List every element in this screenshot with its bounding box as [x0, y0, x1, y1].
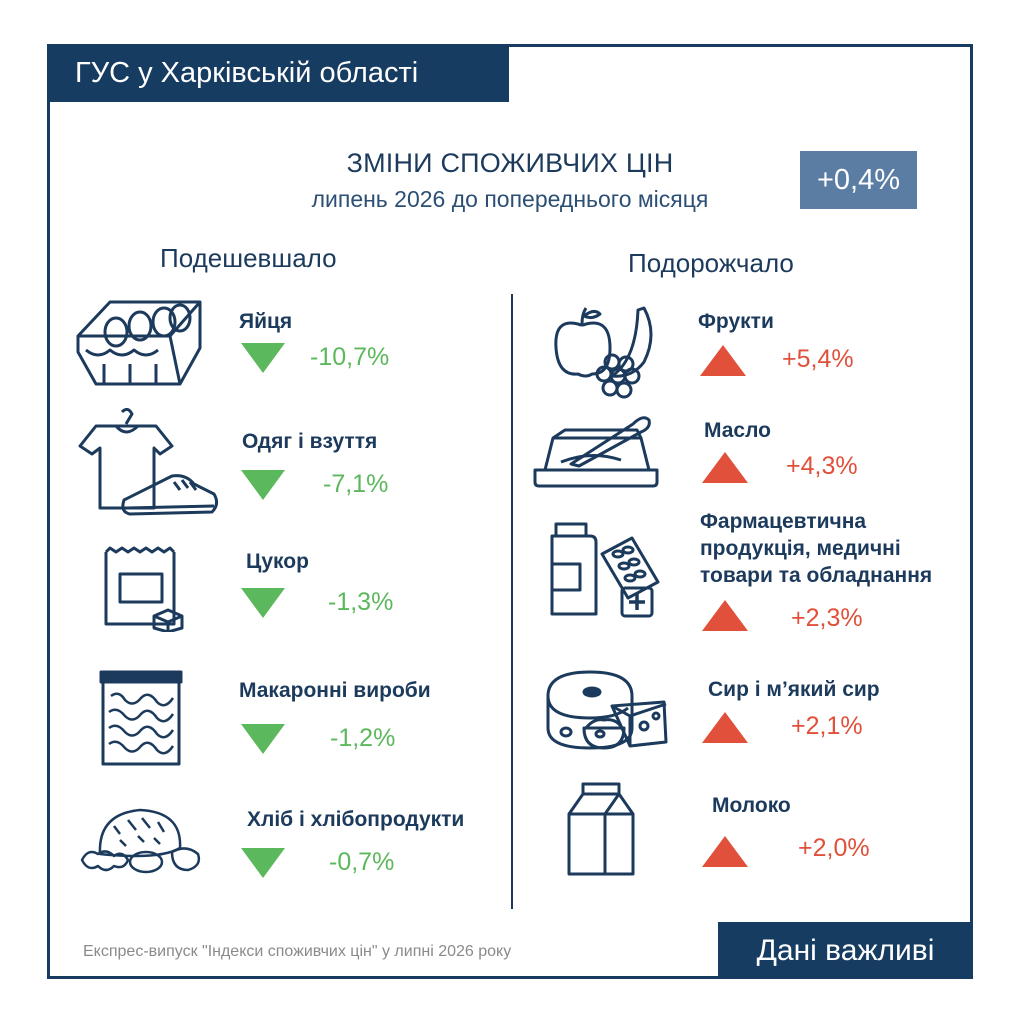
item-value-bread: -0,7% — [329, 848, 395, 876]
item-label-milk: Молоко — [712, 794, 791, 817]
total-change-badge: +0,4% — [800, 151, 917, 209]
cheaper-heading: Подешевшало — [160, 243, 337, 273]
item-label-pharmacy: Фармацевтична продукція, медичні товари … — [700, 508, 932, 589]
page-subtitle: липень 2026 до попереднього місяця — [311, 186, 709, 212]
up-arrow-icon — [700, 345, 746, 376]
infographic-frame — [47, 44, 973, 979]
pasta-pack-icon — [97, 668, 185, 768]
bread-icon — [80, 804, 204, 876]
item-value-sugar: -1,3% — [328, 588, 394, 616]
item-label-clothes: Одяг і взуття — [242, 430, 378, 453]
item-value-eggs: -10,7% — [310, 343, 390, 371]
cheese-icon — [544, 668, 670, 754]
pricier-heading: Подорожчало — [628, 248, 794, 278]
butter-icon — [531, 410, 663, 490]
column-divider — [511, 294, 513, 909]
item-value-clothes: -7,1% — [323, 470, 389, 498]
item-label-butter: Масло — [704, 419, 771, 442]
up-arrow-icon — [702, 712, 748, 743]
up-arrow-icon — [702, 836, 748, 867]
item-label-sugar: Цукор — [246, 550, 309, 573]
item-value-fruits: +5,4% — [782, 345, 854, 373]
egg-carton-icon — [74, 296, 204, 392]
footer-tag: Дані важливі — [718, 922, 973, 979]
item-value-milk: +2,0% — [798, 834, 870, 862]
footer-source-note: Експрес-випуск "Індекси споживчих цін" у… — [83, 943, 512, 960]
item-label-cheese: Сир і м’який сир — [708, 678, 880, 701]
up-arrow-icon — [702, 600, 748, 631]
page-title: ЗМІНИ СПОЖИВЧИХ ЦІН — [346, 148, 674, 178]
item-value-butter: +4,3% — [786, 452, 858, 480]
item-value-cheese: +2,1% — [791, 712, 863, 740]
item-label-eggs: Яйця — [239, 310, 293, 333]
item-value-pharmacy: +2,3% — [791, 604, 863, 632]
sugar-bag-icon — [100, 544, 188, 632]
item-label-pharmacy-line1: Фармацевтична — [700, 510, 867, 533]
milk-carton-icon — [565, 780, 637, 878]
item-label-pharmacy-line2: продукція, медичні — [700, 537, 901, 560]
down-arrow-icon — [241, 470, 285, 500]
item-label-bread: Хліб і хлібопродукти — [247, 808, 465, 831]
down-arrow-icon — [241, 588, 285, 618]
item-value-pasta: -1,2% — [330, 724, 396, 752]
header-org-tab: ГУС у Харківській області — [47, 44, 509, 102]
pharmacy-icon — [546, 520, 662, 620]
clothes-shoes-icon — [76, 408, 220, 524]
down-arrow-icon — [241, 343, 285, 373]
down-arrow-icon — [241, 724, 285, 754]
item-label-pharmacy-line3: товари та обладнання — [700, 564, 933, 587]
up-arrow-icon — [702, 452, 748, 483]
down-arrow-icon — [241, 848, 285, 878]
item-label-fruits: Фрукти — [698, 310, 774, 333]
fruits-icon — [552, 304, 664, 400]
item-label-pasta: Макаронні вироби — [239, 679, 431, 702]
